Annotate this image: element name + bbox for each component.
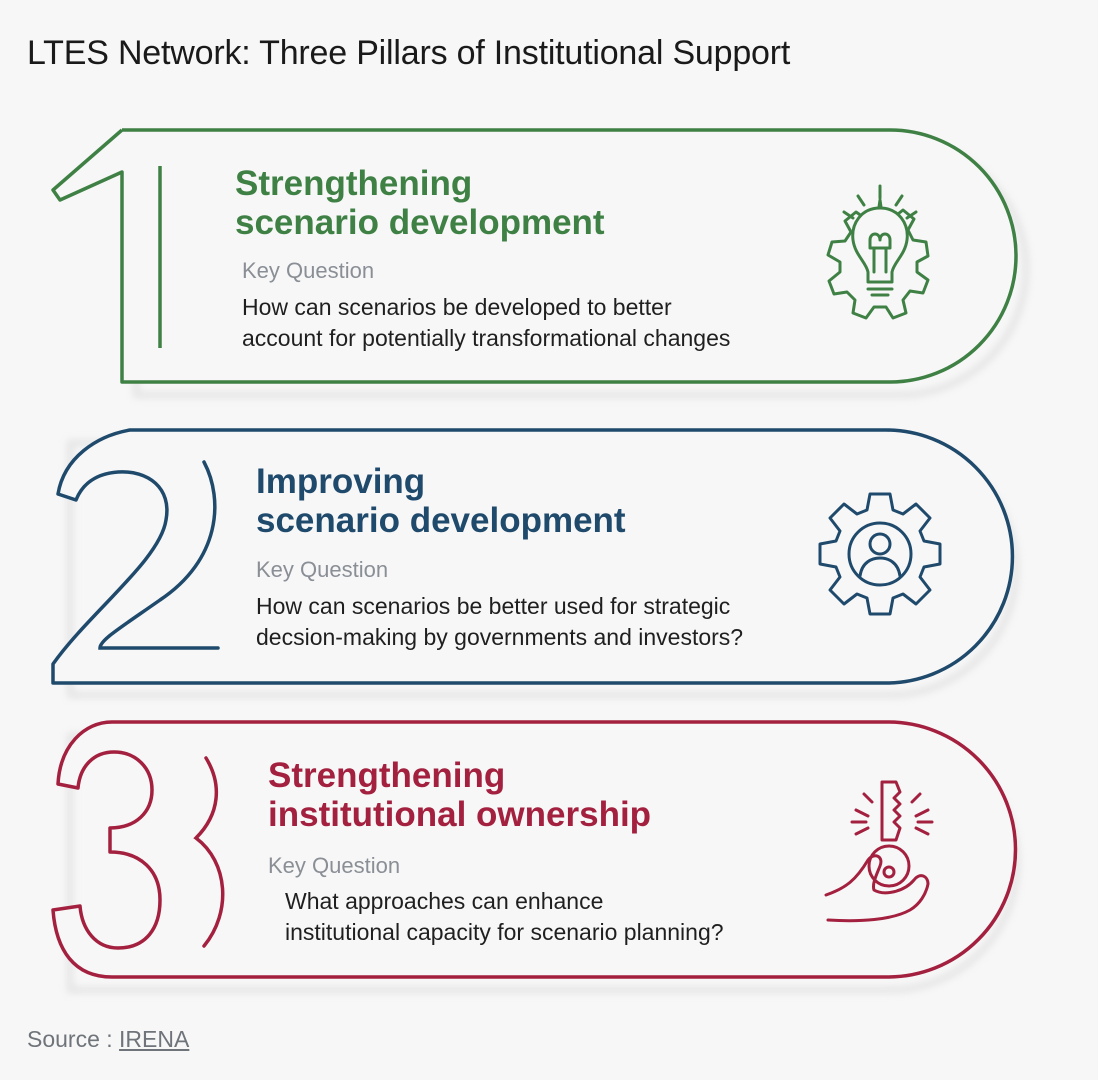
pillar-1-heading-line2: scenario development bbox=[235, 203, 605, 242]
pillar-2-question-line1: How can scenarios be better used for str… bbox=[256, 593, 731, 619]
pillar-1-text: Strengthening scenario development bbox=[235, 164, 605, 242]
pillar-3-key-question: Key Question bbox=[268, 853, 400, 879]
pillar-1-key-question-label: Key Question bbox=[242, 258, 375, 283]
pillar-3-question-line2: institutional capacity for scenario plan… bbox=[285, 919, 724, 945]
person-gear-icon bbox=[818, 492, 942, 616]
hand-key-icon bbox=[824, 780, 934, 923]
source-link[interactable]: IRENA bbox=[119, 1026, 190, 1052]
pillar-1-question: How can scenarios be developed to better… bbox=[242, 292, 730, 354]
pillar-2-question: How can scenarios be better used for str… bbox=[256, 591, 743, 653]
pillar-1-question-line2: account for potentially transformational… bbox=[242, 325, 731, 351]
numeral-2-inner-stroke bbox=[98, 460, 220, 650]
pillar-1-heading-line1: Strengthening bbox=[235, 164, 473, 203]
pillar-2-heading-line2: scenario development bbox=[256, 501, 626, 540]
page-title: LTES Network: Three Pillars of Instituti… bbox=[27, 34, 791, 72]
numeral-3-inner-stroke bbox=[193, 756, 225, 948]
pillar-2-question-line2: decsion-making by governments and invest… bbox=[256, 624, 744, 650]
pillar-2-key-question-label: Key Question bbox=[256, 557, 389, 582]
pillar-3-text: Strengthening institutional ownership bbox=[268, 756, 651, 834]
pillar-3-heading-line1: Strengthening bbox=[268, 756, 506, 795]
pillar-2-text: Improving scenario development bbox=[256, 462, 626, 540]
pillar-1-question-line1: How can scenarios be developed to better bbox=[242, 294, 672, 320]
pillar-3-question-line1: What approaches can enhance bbox=[285, 888, 604, 914]
lightbulb-gear-icon bbox=[826, 184, 930, 320]
pillar-1-outline bbox=[51, 128, 1029, 398]
pillar-2-key-question: Key Question bbox=[256, 557, 388, 583]
source-label: Source : bbox=[27, 1026, 113, 1052]
pillar-3-heading-line2: institutional ownership bbox=[268, 795, 652, 834]
pillar-2-outline bbox=[51, 428, 1019, 698]
pillar-3-key-question-label: Key Question bbox=[268, 853, 401, 878]
source-note: Source : IRENA bbox=[27, 1026, 189, 1053]
pillar-3-question: What approaches can enhance institutiona… bbox=[285, 886, 724, 948]
pillar-1-key-question: Key Question bbox=[242, 258, 374, 284]
pillar-3-outline bbox=[51, 720, 1020, 993]
pillar-2-heading-line1: Improving bbox=[256, 462, 426, 501]
